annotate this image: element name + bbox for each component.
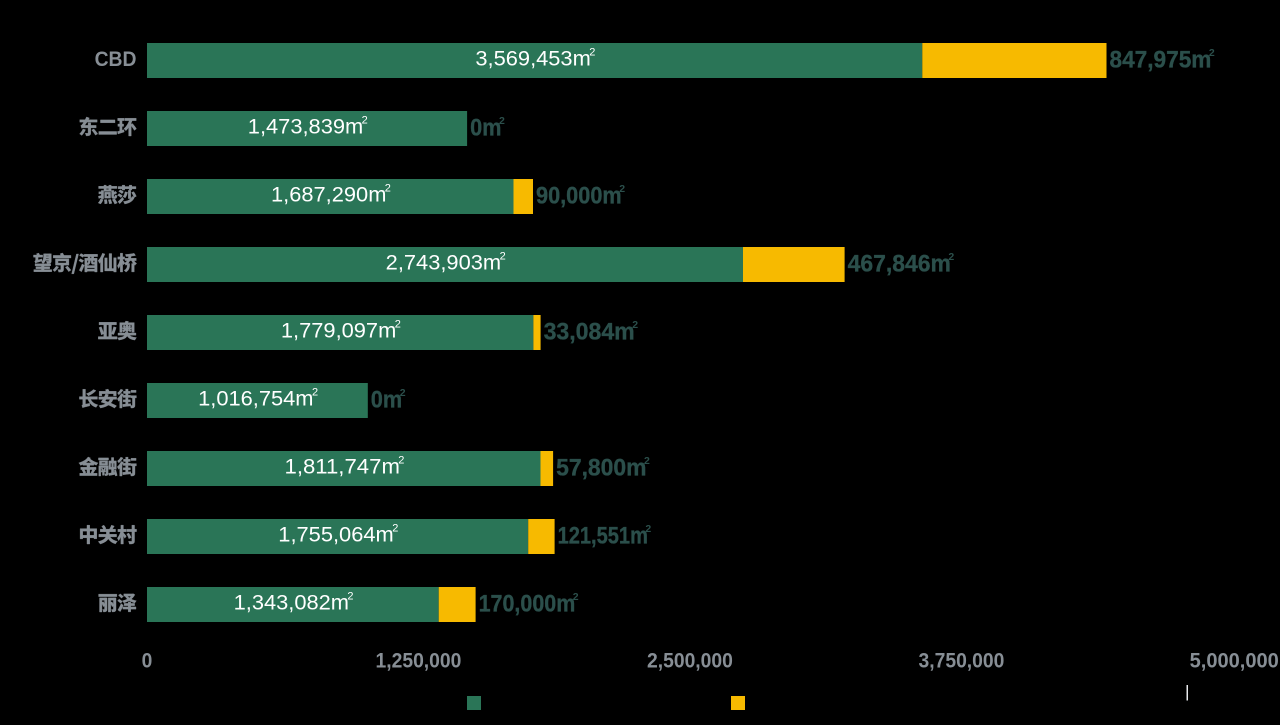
svg-text:0: 0: [142, 650, 153, 673]
svg-text:2,500,000: 2,500,000: [647, 650, 733, 673]
svg-text:0m: 0m: [470, 115, 501, 142]
svg-text:1,779,097m: 1,779,097m: [281, 320, 396, 343]
svg-text:2: 2: [644, 455, 650, 467]
svg-text:90,000m: 90,000m: [536, 183, 622, 210]
svg-text:847,975m: 847,975m: [1110, 47, 1212, 74]
svg-text:2: 2: [619, 183, 625, 195]
svg-text:1,250,000: 1,250,000: [376, 650, 462, 673]
svg-text:2: 2: [948, 251, 954, 263]
svg-text:2: 2: [392, 523, 398, 535]
svg-text:2: 2: [645, 523, 651, 535]
svg-text:2: 2: [395, 319, 401, 331]
svg-text:170,000m: 170,000m: [479, 591, 576, 618]
svg-text:2: 2: [400, 387, 406, 399]
svg-text:2: 2: [1209, 47, 1215, 59]
svg-text:2: 2: [312, 387, 318, 399]
svg-text:2: 2: [573, 591, 579, 603]
svg-text:2: 2: [398, 455, 404, 467]
svg-text:3,569,453m: 3,569,453m: [475, 48, 590, 71]
svg-text:2: 2: [385, 183, 391, 195]
svg-text:CBD: CBD: [95, 48, 137, 71]
svg-text:0m: 0m: [371, 387, 402, 414]
svg-text:2: 2: [362, 115, 368, 127]
svg-text:1,016,754m: 1,016,754m: [198, 388, 313, 411]
svg-text:2,743,903m: 2,743,903m: [386, 252, 501, 275]
svg-text:33,084m: 33,084m: [544, 319, 635, 346]
svg-text:1,687,290m: 1,687,290m: [271, 184, 386, 207]
svg-text:1,755,064m: 1,755,064m: [278, 524, 393, 547]
svg-text:467,846m: 467,846m: [848, 251, 951, 278]
svg-text:121,551m: 121,551m: [558, 523, 648, 550]
svg-text:1,473,839m: 1,473,839m: [248, 116, 363, 139]
svg-text:1,343,082m: 1,343,082m: [234, 592, 349, 615]
svg-text:2: 2: [499, 115, 505, 127]
svg-text:2: 2: [500, 251, 506, 263]
svg-text:57,800m: 57,800m: [556, 455, 646, 482]
svg-text:5,000,000: 5,000,000: [1190, 650, 1279, 673]
svg-text:1,811,747m: 1,811,747m: [285, 456, 400, 479]
svg-text:2: 2: [589, 47, 595, 59]
svg-text:2: 2: [632, 319, 638, 331]
svg-text:3,750,000: 3,750,000: [919, 650, 1005, 673]
svg-text:2: 2: [347, 591, 353, 603]
